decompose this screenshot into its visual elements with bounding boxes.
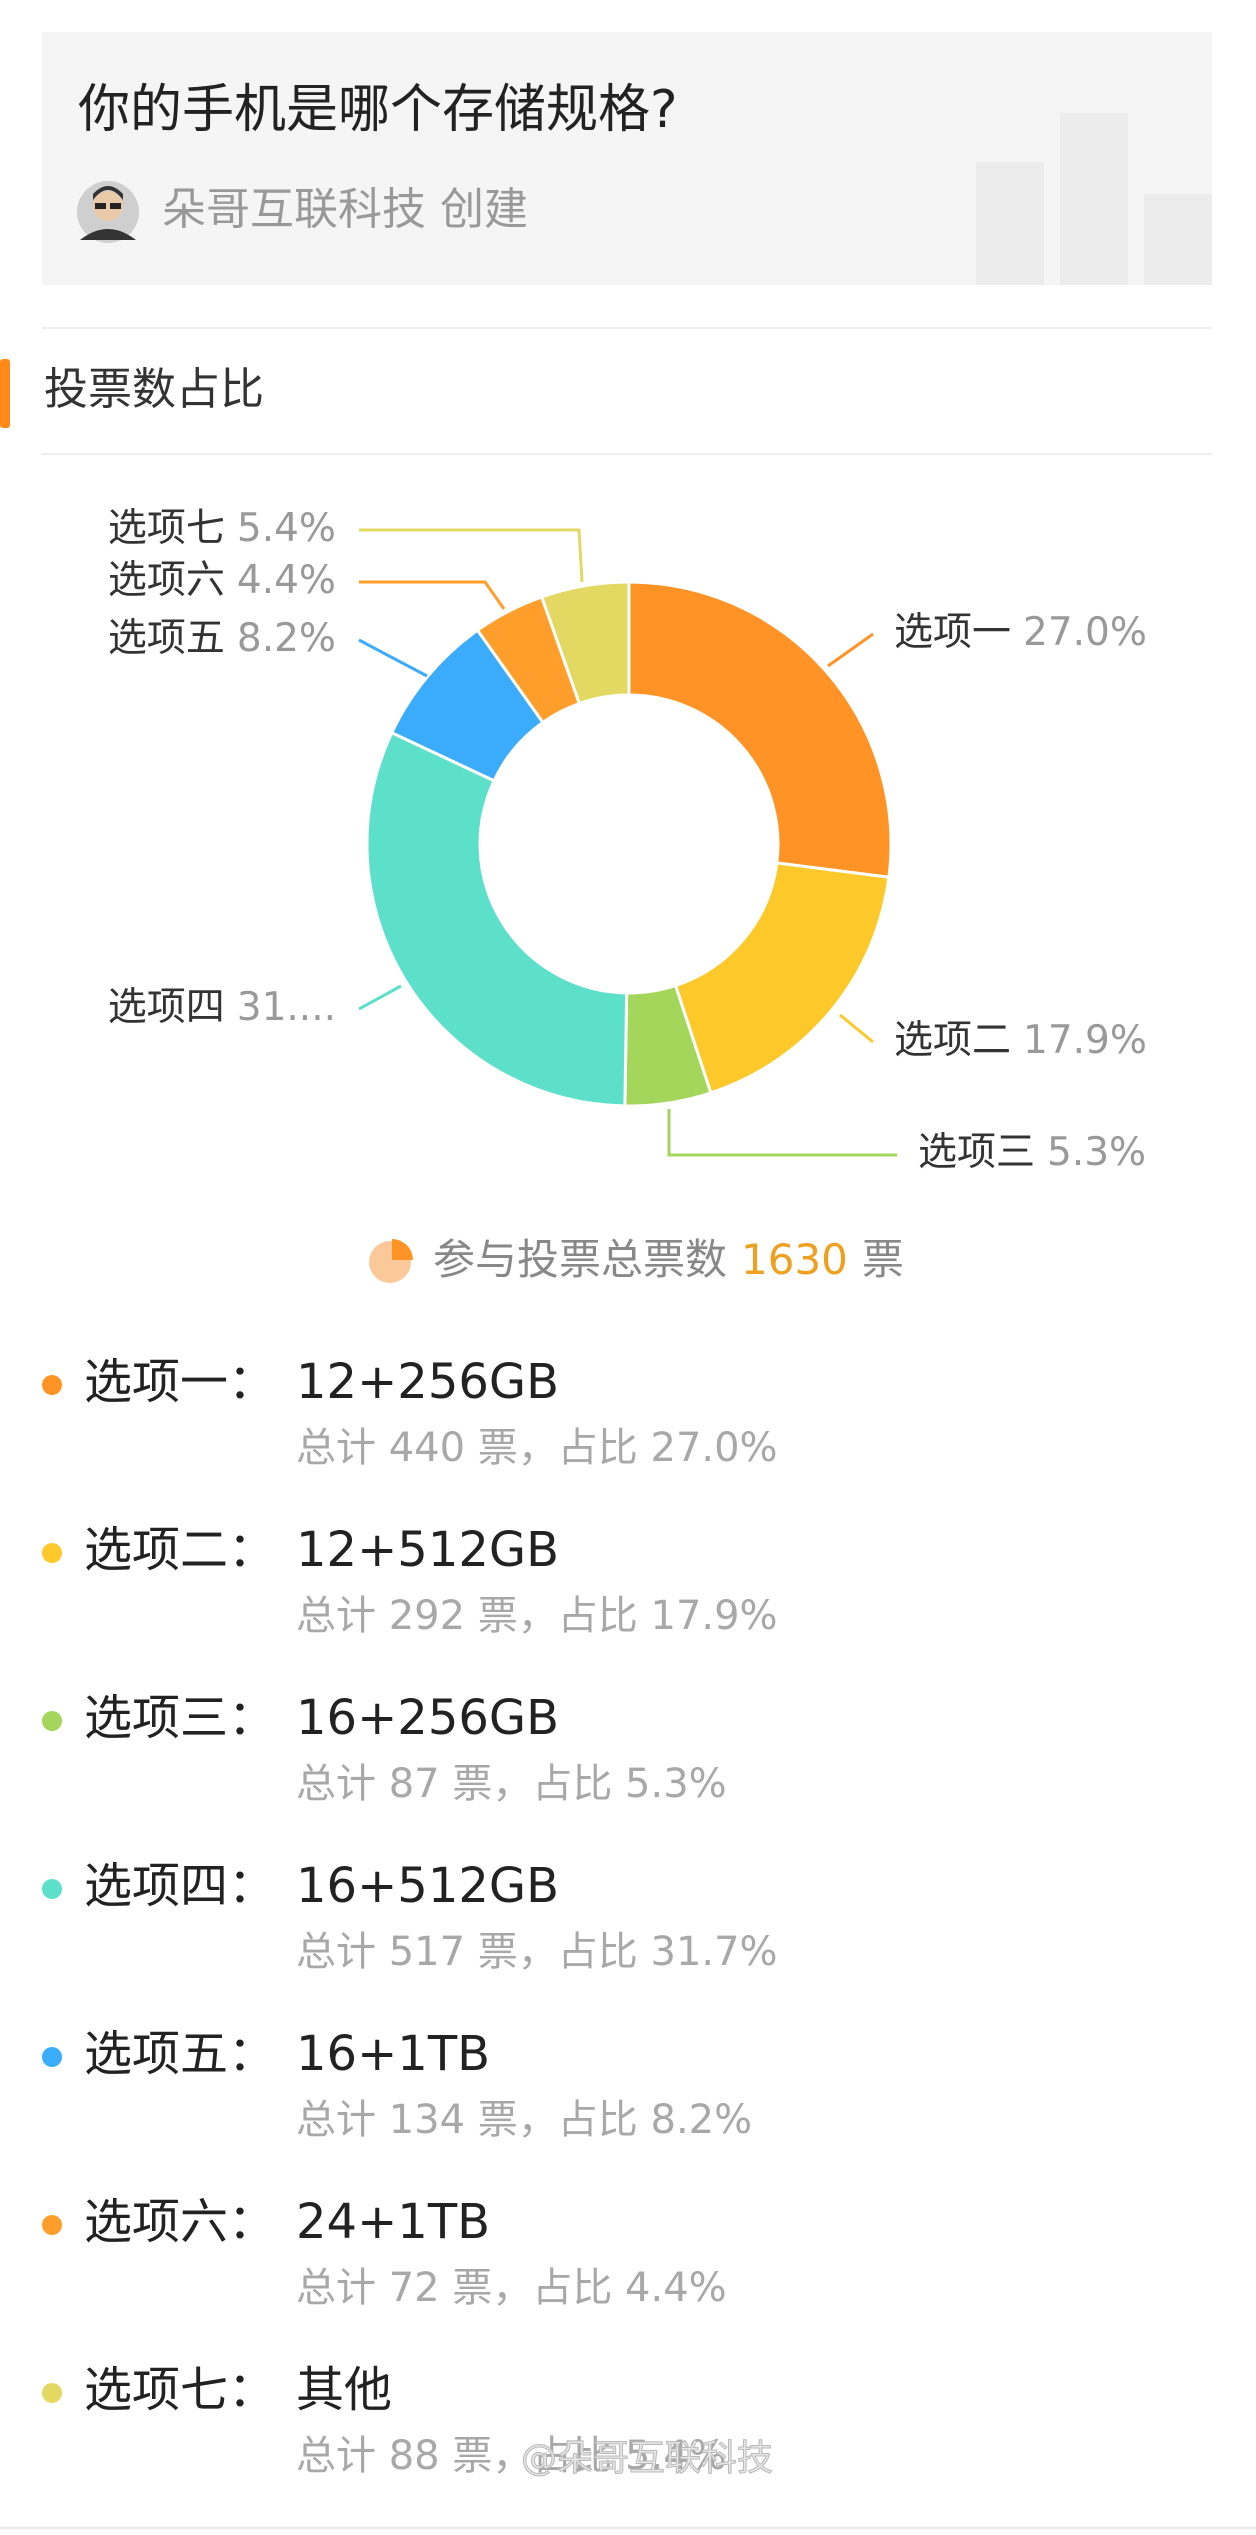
slice-label: 选项六 4.4% (108, 558, 336, 603)
slice-label: 选项五 8.2% (108, 616, 336, 661)
option-name: 选项六： (84, 2194, 276, 2250)
leader-line (827, 632, 874, 668)
total-label: 参与投票总票数 (433, 1235, 727, 1284)
leader-line (358, 638, 428, 678)
option-dot (42, 2215, 62, 2235)
total-line: 参与投票总票数 1630 票 (433, 1235, 904, 1284)
option-dot (42, 2047, 62, 2067)
option-spec: 16+1TB (296, 2026, 490, 2082)
option-detail: 总计 88 票，占比 5.4% (296, 2433, 727, 2479)
slice-label: 选项一 27.0% (894, 610, 1147, 655)
decor-bar (1060, 113, 1128, 285)
donut-slice (539, 580, 631, 706)
slice-label: 选项三 5.3% (918, 1130, 1146, 1175)
slice-percent: 31.... (237, 985, 336, 1030)
slice-percent: 8.2% (237, 616, 336, 661)
option-detail: 总计 87 票，占比 5.3% (296, 1761, 727, 1807)
option-spec: 16+512GB (296, 1858, 559, 1914)
slice-percent: 4.4% (237, 558, 336, 603)
option-name: 选项七： (84, 2362, 276, 2418)
poll-title: 你的手机是哪个存储规格? (78, 80, 678, 140)
donut-slice (627, 580, 893, 879)
slice-name: 选项五 (108, 616, 225, 661)
slice-percent: 27.0% (1023, 610, 1147, 655)
pie-icon (369, 1239, 413, 1283)
leader-line (359, 580, 506, 610)
total-unit: 票 (862, 1235, 904, 1284)
leader-line (358, 984, 402, 1011)
slice-name: 选项七 (108, 506, 225, 551)
option-name: 选项二： (84, 1522, 276, 1578)
slice-label: 选项二 17.9% (894, 1018, 1147, 1063)
option-spec: 12+512GB (296, 1522, 559, 1578)
slice-label: 选项四 31.... (108, 985, 336, 1030)
option-dot (42, 1711, 62, 1731)
slice-percent: 5.3% (1047, 1130, 1146, 1175)
option-detail: 总计 134 票，占比 8.2% (296, 2097, 752, 2143)
option-name: 选项一： (84, 1354, 276, 1410)
option-dot (42, 1543, 62, 1563)
section-title: 投票数占比 (44, 364, 264, 415)
option-detail: 总计 292 票，占比 17.9% (296, 1593, 778, 1639)
leader-line (667, 1109, 897, 1157)
decor-bar (1144, 194, 1212, 285)
option-spec: 16+256GB (296, 1690, 559, 1746)
leader-line (359, 528, 584, 583)
creator-action: 创建 (440, 184, 528, 235)
donut-slice (365, 730, 629, 1108)
donut-slice (673, 861, 891, 1095)
option-dot (42, 1879, 62, 1899)
decor-bar (976, 162, 1044, 285)
option-spec: 24+1TB (296, 2194, 490, 2250)
leader-line (839, 1013, 874, 1044)
option-name: 选项五： (84, 2026, 276, 2082)
creator[interactable]: 朵哥互联科技 创建 (162, 184, 528, 235)
option-dot (42, 2383, 62, 2403)
option-name: 选项四： (84, 1858, 276, 1914)
total-count: 1630 (741, 1235, 848, 1284)
slice-name: 选项一 (894, 610, 1011, 655)
slice-name: 选项三 (918, 1130, 1035, 1175)
option-detail: 总计 517 票，占比 31.7% (296, 1929, 778, 1975)
option-spec: 其他 (296, 2362, 392, 2418)
option-detail: 总计 72 票，占比 4.4% (296, 2265, 727, 2311)
slice-name: 选项四 (108, 985, 225, 1030)
avatar[interactable] (77, 181, 139, 243)
slice-name: 选项六 (108, 558, 225, 603)
slice-percent: 5.4% (237, 506, 336, 551)
watermark: @朵哥互联科技 (521, 2438, 773, 2479)
option-detail: 总计 440 票，占比 27.0% (296, 1425, 778, 1471)
section-marker (0, 359, 10, 428)
donut-chart: 选项一 27.0%选项二 17.9%选项三 5.3%选项四 31....选项五 8.2%选… (108, 506, 1147, 1175)
option-dot (42, 1375, 62, 1395)
creator-name[interactable]: 朵哥互联科技 (162, 184, 426, 235)
slice-percent: 17.9% (1023, 1018, 1147, 1063)
option-name: 选项三： (84, 1690, 276, 1746)
slice-name: 选项二 (894, 1018, 1011, 1063)
slice-label: 选项七 5.4% (108, 506, 336, 551)
option-spec: 12+256GB (296, 1354, 559, 1410)
option-list: 选项一： 12+256GB 总计 440 票，占比 27.0% 选项二： 12+512G… (42, 1354, 778, 2479)
